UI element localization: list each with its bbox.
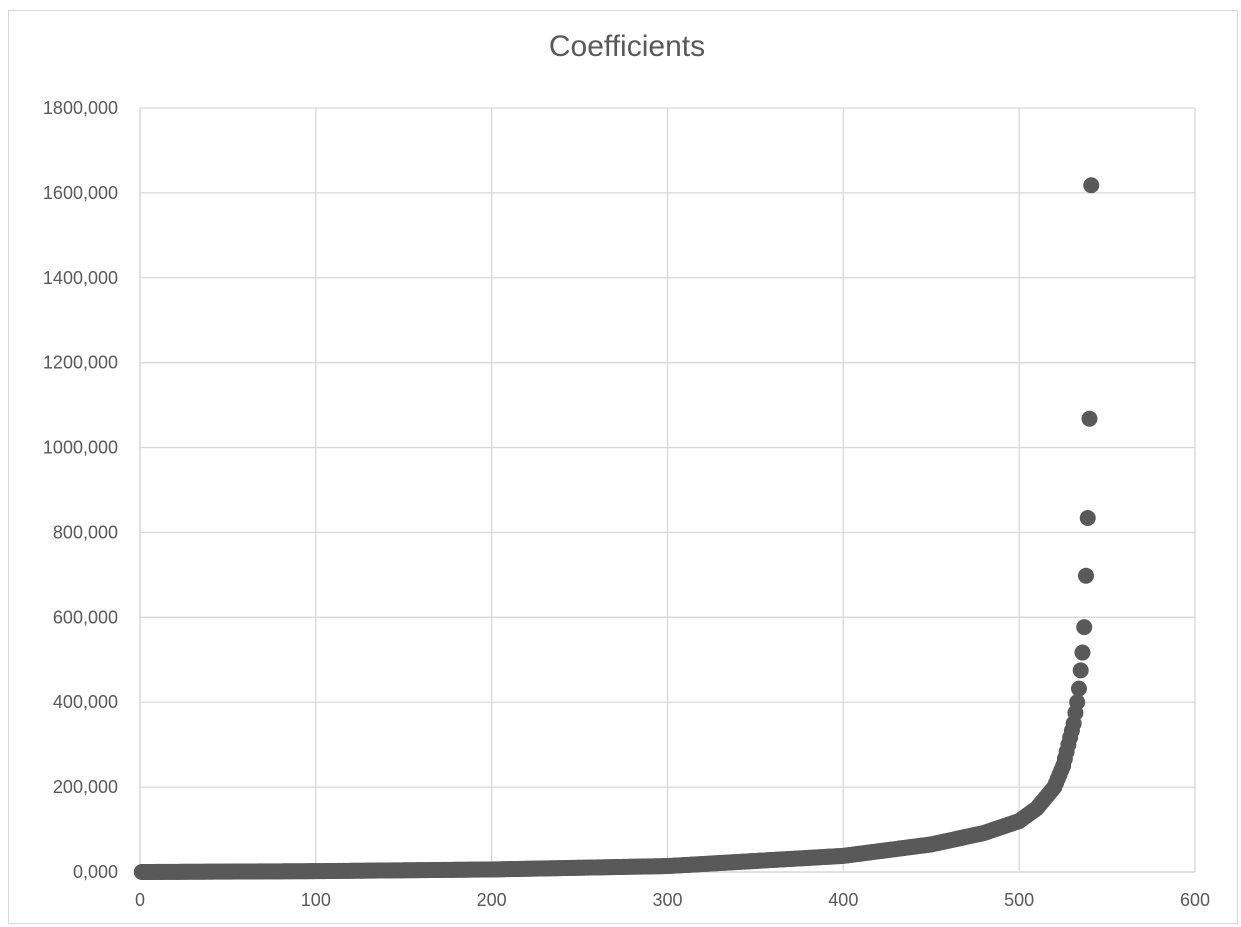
x-tick-label: 500 bbox=[1004, 890, 1034, 910]
data-point bbox=[1074, 644, 1091, 661]
y-tick-label: 400,000 bbox=[53, 692, 118, 712]
gridlines bbox=[140, 107, 1196, 872]
x-tick-label: 200 bbox=[477, 890, 507, 910]
y-tick-label: 1800,000 bbox=[43, 98, 118, 118]
y-tick-label: 1200,000 bbox=[43, 353, 118, 373]
y-tick-label: 0,000 bbox=[73, 862, 118, 882]
x-tick-label: 400 bbox=[828, 890, 858, 910]
data-point bbox=[1077, 567, 1094, 584]
y-tick-label: 600,000 bbox=[53, 607, 118, 627]
chart-area bbox=[8, 10, 1238, 924]
data-point bbox=[1072, 662, 1089, 679]
data-point bbox=[1083, 177, 1100, 194]
x-tick-label: 0 bbox=[135, 890, 145, 910]
data-point bbox=[1076, 619, 1093, 636]
data-point bbox=[1079, 510, 1096, 527]
data-point bbox=[1081, 410, 1098, 427]
y-tick-labels: 0,000 200,000 400,000 600,000 800,000 1000,00… bbox=[43, 98, 118, 882]
x-tick-labels: 0 100 200 300 400 500 600 bbox=[135, 890, 1210, 910]
y-tick-label: 200,000 bbox=[53, 777, 118, 797]
chart-title: Coefficients bbox=[548, 30, 706, 63]
data-point bbox=[1070, 680, 1087, 697]
y-tick-label: 1600,000 bbox=[43, 183, 118, 203]
y-tick-label: 1400,000 bbox=[43, 268, 118, 288]
y-tick-label: 800,000 bbox=[53, 522, 118, 542]
x-tick-label: 300 bbox=[652, 890, 682, 910]
data-point bbox=[1069, 694, 1086, 711]
data-points bbox=[133, 177, 1100, 880]
x-tick-label: 600 bbox=[1180, 890, 1210, 910]
y-tick-label: 1000,000 bbox=[43, 438, 118, 458]
x-tick-label: 100 bbox=[301, 890, 331, 910]
